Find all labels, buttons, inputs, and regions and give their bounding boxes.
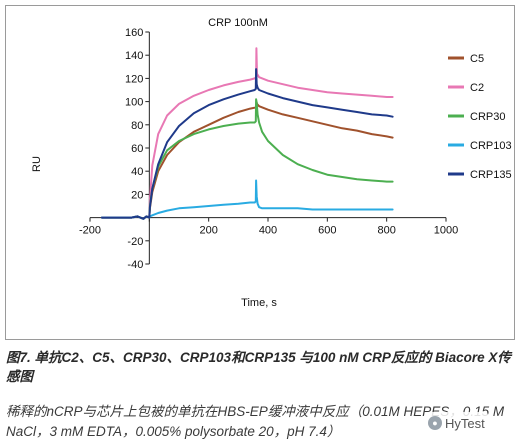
series-line-c5 (100, 100, 394, 220)
series-line-crp103 (100, 179, 394, 220)
x-tick-label: -200 (79, 225, 101, 237)
legend-label-crp30: CRP30 (470, 111, 505, 123)
series-line-crp135 (100, 68, 394, 220)
legend-label-c2: C2 (470, 82, 484, 94)
wechat-icon: ● (428, 416, 442, 430)
y-tick-label: 60 (131, 143, 143, 155)
y-tick-label: -40 (127, 259, 143, 271)
legend: C5 C2 CRP30 CRP103 CRP135 (448, 53, 512, 181)
figure-panel: -200 200 400 600 800 1000 -40 -20 20 40 60 80 100 120… (5, 5, 515, 340)
x-tick-label: 800 (377, 225, 395, 237)
series-line-crp30 (100, 98, 394, 220)
sensorgram-chart: -200 200 400 600 800 1000 -40 -20 20 40 60 80 100 120… (31, 17, 512, 309)
y-axis-label: RU (31, 156, 43, 172)
chart-title: CRP 100nM (208, 17, 268, 29)
x-tick-label: 200 (199, 225, 217, 237)
y-tick-label: -20 (127, 236, 143, 248)
y-tick-label: 80 (131, 120, 143, 132)
y-tick-label: 160 (125, 27, 143, 39)
x-tick-label: 1000 (434, 225, 458, 237)
x-axis-label: Time, s (241, 297, 277, 309)
watermark: ● HyTest (425, 412, 488, 434)
axes: -200 200 400 600 800 1000 -40 -20 20 40 60 80 100 120… (79, 27, 458, 271)
legend-label-crp135: CRP135 (470, 169, 512, 181)
figure-caption-body: 稀释的nCRP与芯片上包被的单抗在HBS-EP缓冲液中反应（0.01M HEPE… (6, 404, 505, 439)
series-layer (100, 47, 394, 220)
watermark-text: HyTest (445, 415, 485, 431)
series-line-c2 (100, 47, 394, 220)
x-tick-label: 600 (318, 225, 336, 237)
legend-label-c5: C5 (470, 53, 484, 65)
y-tick-label: 40 (131, 166, 143, 178)
y-tick-label: 120 (125, 73, 143, 85)
y-tick-label: 20 (131, 189, 143, 201)
x-tick-label: 400 (259, 225, 277, 237)
y-tick-label: 100 (125, 97, 143, 109)
figure-caption-title: 图7. 单抗C2、C5、CRP30、CRP103和CRP135 与100 nM … (6, 350, 511, 384)
legend-label-crp103: CRP103 (470, 140, 512, 152)
y-tick-label: 140 (125, 50, 143, 62)
